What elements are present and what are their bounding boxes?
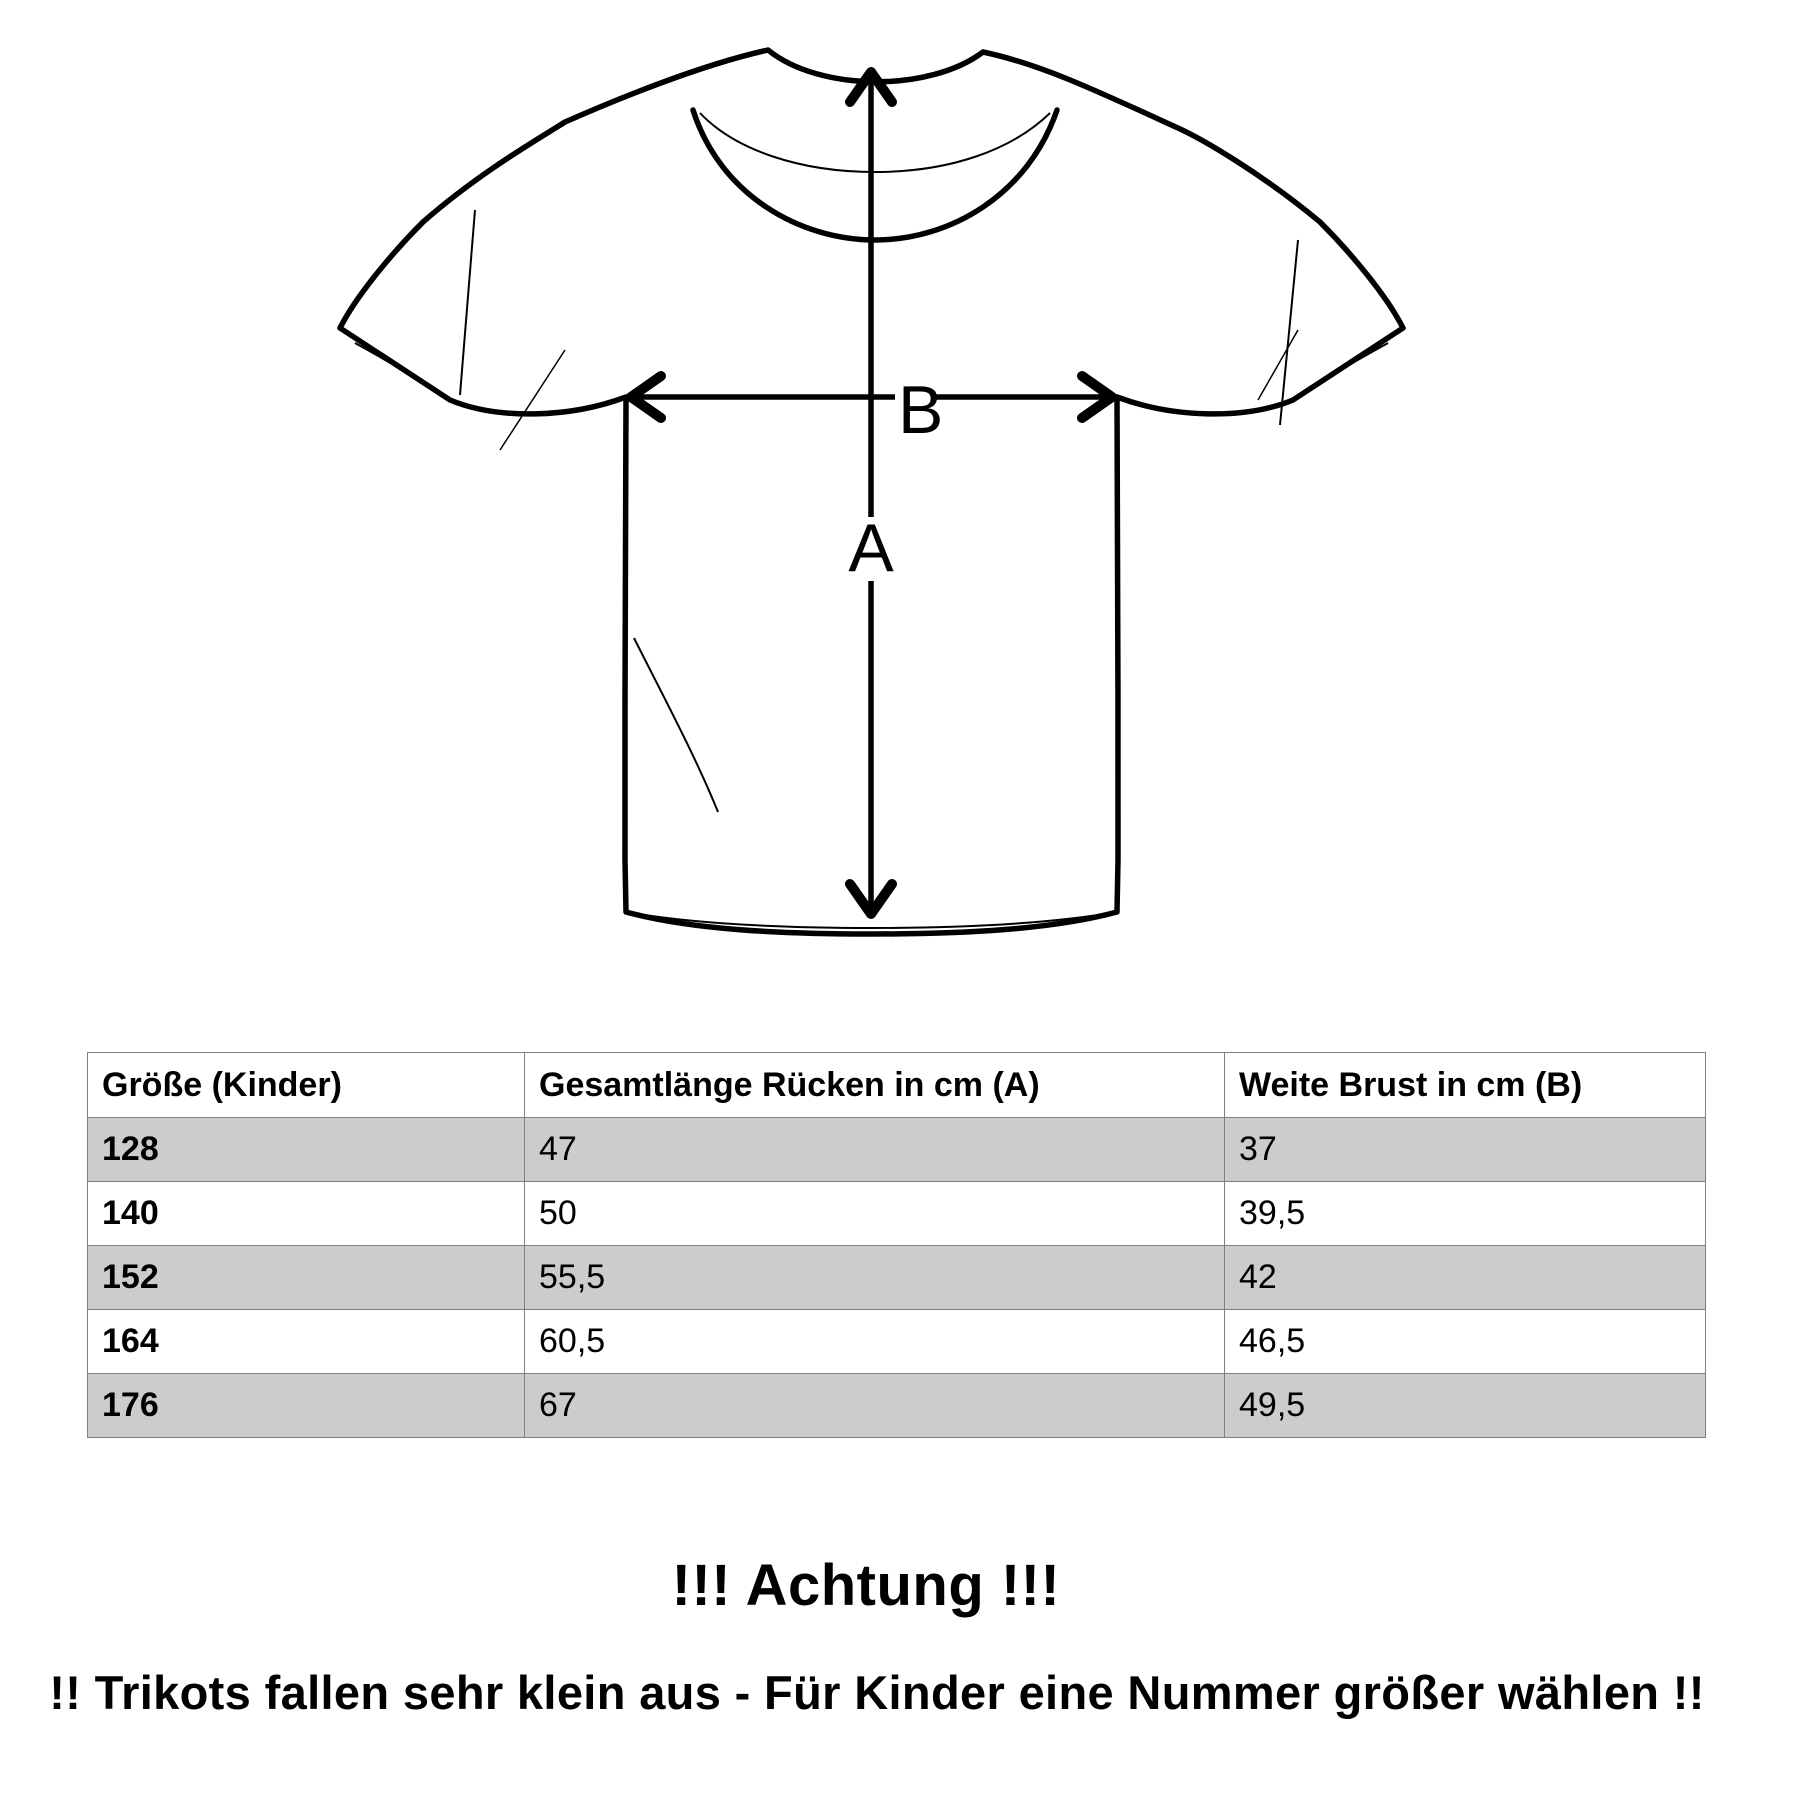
svg-text:A: A xyxy=(848,510,894,586)
svg-text:B: B xyxy=(898,372,943,448)
